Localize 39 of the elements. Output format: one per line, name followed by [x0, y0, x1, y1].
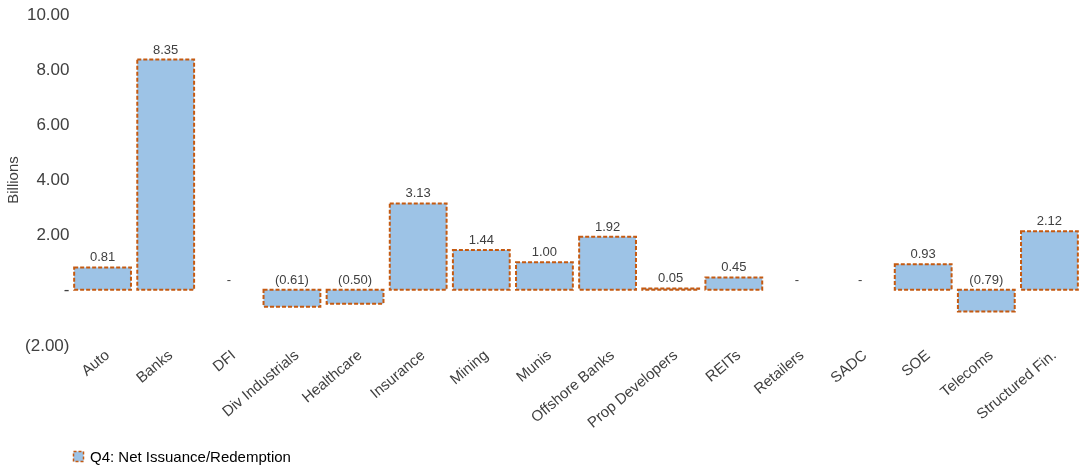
- data-label: 0.45: [721, 259, 747, 275]
- y-tick-label: 10.00: [26, 4, 70, 24]
- data-label: -: [794, 271, 800, 287]
- bar: [73, 266, 132, 291]
- bar: [515, 261, 574, 291]
- data-label: (0.79): [969, 271, 1004, 287]
- bar: [451, 249, 511, 291]
- data-label: -: [226, 271, 231, 287]
- y-tick-label: 2.00: [36, 225, 70, 245]
- data-label: 8.35: [153, 41, 179, 57]
- y-tick-label: (2.00): [25, 335, 70, 355]
- bar: [136, 58, 196, 291]
- bar: [704, 276, 764, 291]
- data-label: (0.61): [274, 271, 309, 287]
- data-label: 0.93: [910, 246, 936, 262]
- x-tick-label: DFI: [209, 345, 239, 375]
- data-label: 2.12: [1036, 213, 1063, 229]
- data-label: 1.44: [468, 232, 494, 248]
- data-label: (0.50): [338, 271, 373, 287]
- bar: [893, 263, 953, 291]
- data-label: 1.00: [531, 244, 558, 260]
- data-label: 1.92: [594, 218, 621, 234]
- bar: [388, 202, 448, 291]
- bar: [325, 288, 385, 305]
- x-tick-label: Auto: [77, 345, 113, 379]
- data-label: -: [857, 271, 863, 287]
- bar: [262, 288, 322, 308]
- y-tick-label: 8.00: [36, 59, 70, 79]
- y-tick-label: -: [63, 280, 70, 300]
- data-label: 0.81: [89, 249, 116, 265]
- data-label: 0.05: [658, 270, 684, 286]
- bar: [578, 235, 637, 291]
- bar: [1020, 230, 1079, 291]
- legend-label: Q4: Net Issuance/Redemption: [90, 447, 291, 465]
- y-tick-label: 4.00: [36, 170, 70, 189]
- bar: [956, 288, 1016, 313]
- data-label: 3.13: [405, 185, 431, 201]
- y-tick-label: 6.00: [36, 114, 70, 134]
- y-axis-title: Billions: [4, 156, 22, 204]
